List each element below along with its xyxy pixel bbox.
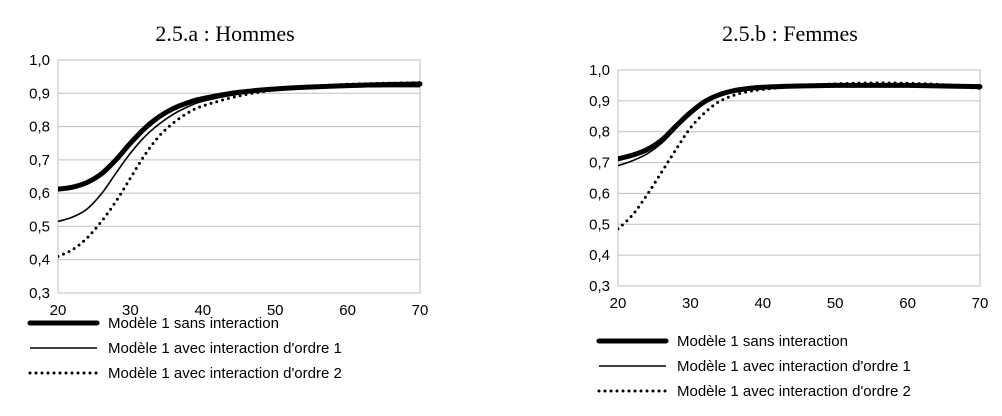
legend-label: Modèle 1 avec interaction d'ordre 2	[677, 383, 911, 400]
y-tick-label: 0,3	[589, 278, 610, 295]
y-tick-label: 0,6	[29, 185, 50, 202]
x-tick-label: 70	[412, 302, 429, 319]
series-line-thick	[58, 81, 423, 192]
y-tick-label: 1,0	[29, 52, 50, 69]
y-tick-label: 0,7	[29, 152, 50, 169]
series-line-thin	[58, 85, 421, 223]
legend: Modèle 1 sans interaction Modèle 1 avec i…	[596, 333, 911, 400]
y-tick-label: 0,4	[589, 247, 610, 264]
legend-label: Modèle 1 sans interaction	[677, 333, 848, 350]
y-tick-label: 0,5	[589, 216, 610, 233]
chart-title: 2.5.b : Femmes	[722, 21, 858, 46]
series-line-thick	[618, 82, 983, 162]
y-tick-label: 0,8	[29, 119, 50, 136]
y-tick-label: 0,3	[29, 285, 50, 302]
y-tick-label: 0,6	[589, 185, 610, 202]
chart-panel-hommes: 2.5.a : Hommes 0,3 0,4 0,5 0,6 0,7 0,8 0,9 1,0 20…	[27, 21, 429, 382]
y-tick-label: 0,5	[29, 218, 50, 235]
x-tick-label: 20	[50, 302, 67, 319]
chart-title: 2.5.a : Hommes	[155, 21, 294, 46]
plot-area-frame	[617, 69, 981, 287]
x-tick-label: 60	[339, 302, 356, 319]
legend-label: Modèle 1 sans interaction	[108, 315, 279, 332]
series-line-thin	[618, 84, 981, 167]
plot-area-frame	[57, 59, 421, 294]
x-tick-label: 40	[754, 295, 771, 312]
x-tick-label: 60	[899, 295, 916, 312]
x-tick-label: 30	[122, 302, 139, 319]
x-tick-label: 50	[267, 302, 284, 319]
x-tick-label: 50	[827, 295, 844, 312]
series-line-dotted	[618, 81, 982, 231]
legend: Modèle 1 sans interaction Modèle 1 avec i…	[27, 315, 342, 382]
y-tick-label: 0,9	[29, 85, 50, 102]
legend-label: Modèle 1 avec interaction d'ordre 1	[677, 358, 911, 375]
x-tick-label: 70	[972, 295, 989, 312]
y-tick-label: 0,7	[589, 155, 610, 172]
y-tick-label: 1,0	[589, 62, 610, 79]
x-tick-label: 30	[682, 295, 699, 312]
y-tick-label: 0,4	[29, 252, 50, 269]
legend-label: Modèle 1 avec interaction d'ordre 1	[108, 340, 342, 357]
x-tick-label: 20	[610, 295, 627, 312]
legend-label: Modèle 1 avec interaction d'ordre 2	[108, 365, 342, 382]
x-tick-label: 40	[194, 302, 211, 319]
series-line-dotted	[58, 81, 422, 258]
y-tick-label: 0,9	[589, 93, 610, 110]
chart-panel-femmes: 2.5.b : Femmes 0,3 0,4 0,5 0,6 0,7 0,8 0,9 1,0 20…	[589, 21, 988, 400]
y-tick-label: 0,8	[589, 124, 610, 141]
